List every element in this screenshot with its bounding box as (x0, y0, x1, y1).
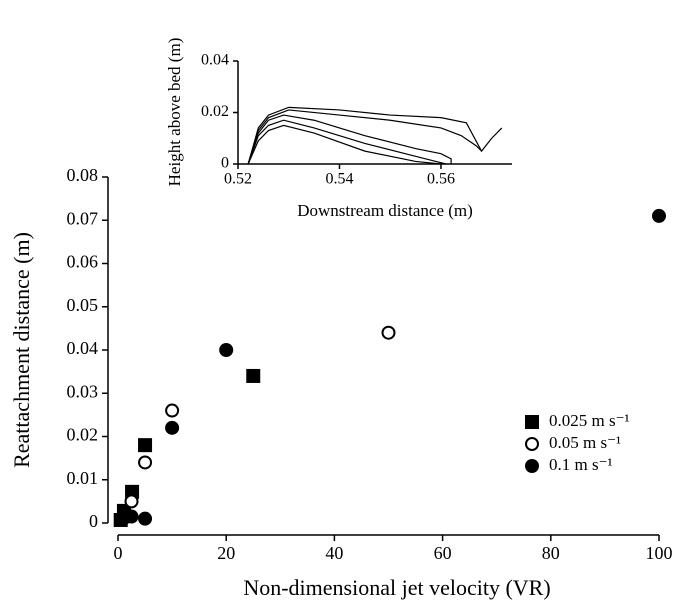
y-tick-label: 0.01 (67, 468, 99, 488)
point (138, 511, 153, 526)
y-tick-label: 0.08 (67, 165, 99, 185)
y-tick-label: 0.04 (67, 338, 99, 358)
legend-marker (525, 437, 539, 451)
line (247, 124, 442, 165)
y-tick-label: 0.04 (201, 52, 229, 69)
point (124, 509, 139, 524)
y-tick-label: 0.05 (67, 295, 99, 315)
point (381, 325, 396, 340)
y-tick-label: 0.02 (67, 425, 99, 445)
x-tick-label: 80 (542, 543, 560, 563)
x-tick-label: 60 (434, 543, 452, 563)
y-tick-label: 0.03 (67, 381, 99, 401)
legend-marker (525, 459, 539, 473)
x-tick-label: 0.56 (427, 171, 455, 188)
point (138, 455, 153, 470)
point (138, 438, 153, 453)
y-tick-label: 0.02 (201, 103, 229, 120)
point (124, 494, 139, 509)
legend-label: 0.025 m s⁻¹ (549, 411, 630, 430)
x-tick-label: 20 (217, 543, 235, 563)
y-tick-label: 0 (89, 511, 98, 531)
line (247, 114, 452, 165)
inset-y-axis-label: Height above bed (m) (165, 38, 184, 187)
y-axis-label: Reattachment distance (m) (9, 232, 34, 468)
y-tick-label: 0.06 (67, 252, 99, 272)
x-tick-label: 0 (114, 543, 123, 563)
legend-label: 0.1 m s⁻¹ (549, 455, 613, 474)
line (247, 119, 447, 165)
point (219, 343, 234, 357)
line (247, 106, 503, 165)
point (165, 420, 180, 435)
x-tick-label: 100 (646, 543, 673, 563)
point (246, 368, 261, 383)
y-tick-label: 0 (221, 155, 229, 172)
legend-marker (525, 415, 539, 429)
point (652, 208, 666, 223)
line (247, 109, 482, 165)
x-tick-label: 40 (325, 543, 343, 563)
x-axis-label: Non-dimensional jet velocity (VR) (243, 575, 550, 600)
x-tick-label: 0.52 (224, 171, 252, 188)
inset-x-axis-label: Downstream distance (m) (297, 201, 473, 220)
point (165, 403, 180, 418)
legend-label: 0.05 m s⁻¹ (549, 433, 621, 452)
x-tick-label: 0.54 (325, 171, 353, 188)
y-tick-label: 0.07 (67, 208, 99, 228)
